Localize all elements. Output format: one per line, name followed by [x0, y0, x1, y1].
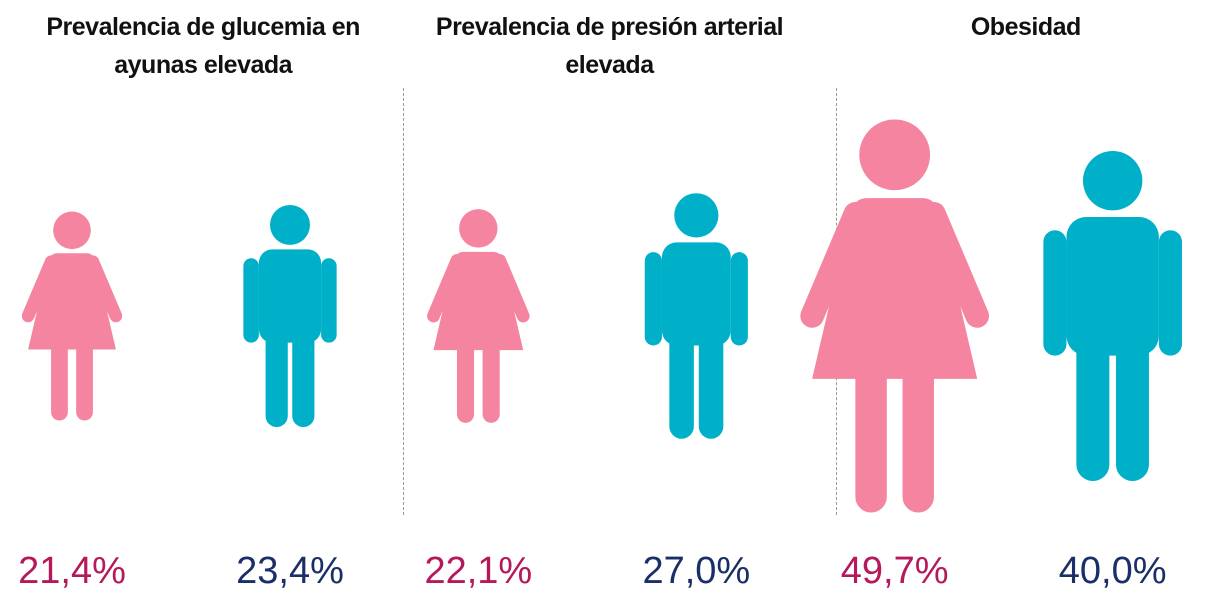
value-label: 27,0%	[642, 550, 751, 592]
female-figure	[21, 211, 123, 421]
panel-title: Prevalencia de glucemia en ayunas elevad…	[46, 13, 360, 79]
leg	[292, 327, 315, 428]
arm	[21, 255, 58, 323]
leg	[855, 363, 887, 513]
arm	[1043, 230, 1067, 356]
head	[674, 193, 719, 238]
leg	[76, 341, 93, 421]
torso	[258, 249, 322, 343]
value-label: 21,4%	[18, 550, 126, 592]
female-figure	[800, 119, 989, 513]
leg	[902, 363, 934, 513]
leg	[1115, 332, 1149, 481]
arm	[243, 258, 259, 343]
arm	[730, 252, 748, 346]
value-label: 40,0%	[1058, 550, 1167, 592]
head	[53, 211, 91, 250]
leg	[669, 328, 694, 439]
head	[1082, 151, 1143, 211]
leg	[456, 341, 475, 423]
leg	[1076, 332, 1110, 481]
male-figure	[644, 193, 748, 439]
head	[859, 119, 931, 191]
arm	[644, 252, 662, 346]
head	[270, 204, 310, 245]
value-label: 22,1%	[424, 550, 533, 592]
arm	[86, 255, 123, 323]
arm	[427, 254, 464, 323]
panel-title: Obesidad	[970, 13, 1081, 41]
leg	[698, 328, 724, 439]
torso	[661, 242, 731, 346]
arm	[800, 202, 868, 328]
leg	[51, 341, 68, 421]
divider	[403, 88, 404, 515]
female-figure	[427, 209, 530, 423]
torso	[1066, 217, 1159, 356]
value-label: 23,4%	[236, 550, 344, 592]
male-figure	[243, 204, 337, 428]
dress	[812, 198, 978, 379]
leg	[482, 341, 500, 423]
arm	[321, 258, 337, 343]
head	[459, 209, 498, 248]
arm	[1158, 230, 1182, 356]
dress	[433, 251, 524, 351]
arm	[493, 254, 530, 323]
value-label: 49,7%	[840, 550, 949, 592]
leg	[265, 327, 288, 428]
panel-title: Prevalencia de presión arterial elevada	[435, 13, 784, 79]
male-figure	[1043, 151, 1182, 481]
dress	[28, 253, 116, 350]
arm	[922, 202, 989, 328]
